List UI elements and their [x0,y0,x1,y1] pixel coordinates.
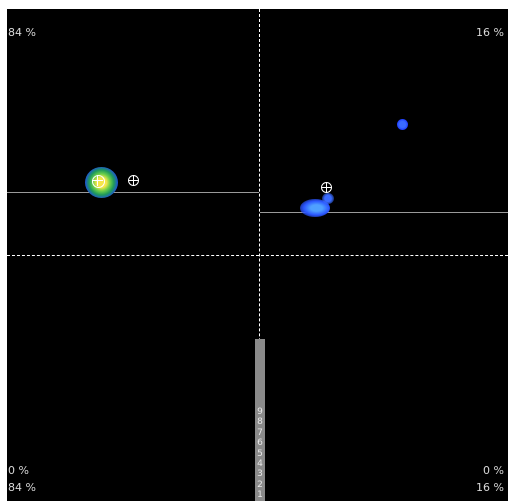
bottom-right-percentage-lower: 16 % [476,481,504,494]
scale-tick: 4 [257,458,263,469]
scale-tick: 6 [257,438,263,449]
scale-tick: 9 [257,407,263,417]
right-heat-spot-small [322,193,334,204]
scale-tick: 7 [257,427,263,438]
right-eye-level-line [260,212,508,213]
scale-tick: 3 [257,469,263,480]
right-heat-spot-upper [397,119,408,130]
scale-tick: 1 [257,490,263,501]
bottom-left-percentage-lower: 84 % [8,481,36,494]
right-heat-spot-main [300,199,330,217]
crosshair-icon [128,175,139,186]
scale-bar: 9 8 7 6 5 4 3 2 1 [255,339,265,501]
top-left-percentage: 84 % [8,26,36,39]
horizontal-divider [7,255,508,256]
gaze-heatmap-viewer[interactable]: 84 % 16 % 0 % 84 % 0 % 16 % 9 8 7 6 5 4 … [7,9,508,501]
scale-tick: 2 [257,479,263,490]
bottom-right-percentage-upper: 0 % [483,464,504,477]
scale-tick: 8 [257,417,263,428]
crosshair-icon [321,182,332,193]
left-eye-level-line [7,192,259,193]
scale-tick: 5 [257,448,263,459]
crosshair-icon [92,175,105,188]
bottom-left-percentage-upper: 0 % [8,464,29,477]
top-right-percentage: 16 % [476,26,504,39]
